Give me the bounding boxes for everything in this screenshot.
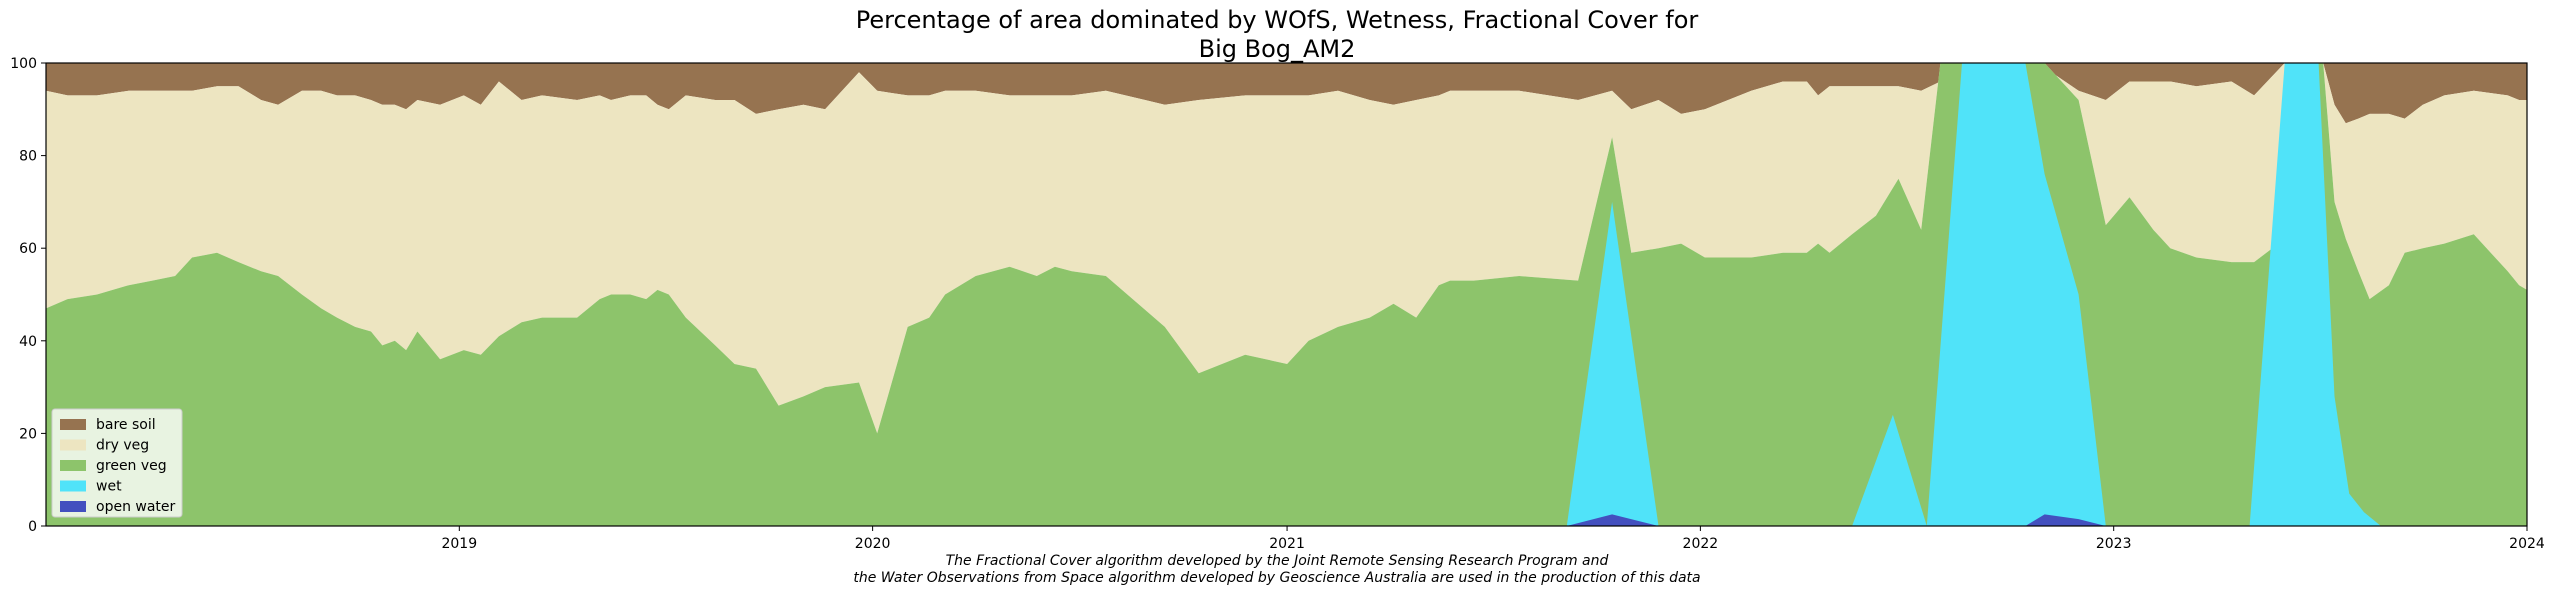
legend-swatch-green-veg <box>60 460 86 471</box>
caption-line-1: The Fractional Cover algorithm developed… <box>945 553 1609 569</box>
chart-title-line-1: Percentage of area dominated by WOfS, We… <box>855 6 1699 34</box>
legend-label-green-veg: green veg <box>96 458 167 474</box>
legend-swatch-bare-soil <box>60 419 86 430</box>
area-green-veg <box>46 63 2527 526</box>
area-open-water-2 <box>1852 514 2106 526</box>
y-tick-label-0: 0 <box>28 519 37 535</box>
x-tick-label-2022: 2022 <box>1683 536 1719 552</box>
chart-title: Percentage of area dominated by WOfS, We… <box>0 6 2554 64</box>
area-wet-3 <box>2249 63 2381 526</box>
y-tick-label-20: 20 <box>19 426 37 442</box>
y-tick-label-40: 40 <box>19 334 37 350</box>
legend-swatch-dry-veg <box>60 439 86 451</box>
legend-swatch-open-water <box>60 501 86 512</box>
x-tick-label-2024: 2024 <box>2509 536 2545 552</box>
chart-caption: The Fractional Cover algorithm developed… <box>0 553 2554 587</box>
y-axis: 0 20 40 60 80 100 <box>10 56 46 535</box>
x-tick-label-2021: 2021 <box>1269 536 1305 552</box>
legend: bare soil dry veg green veg wet open water <box>51 408 183 518</box>
x-tick-label-2019: 2019 <box>441 536 477 552</box>
legend-swatch-wet <box>60 480 86 492</box>
area-open-water-1 <box>1566 514 1659 526</box>
legend-label-dry-veg: dry veg <box>96 438 149 454</box>
area-bare-soil <box>46 63 2527 124</box>
area-dry-veg <box>46 63 2527 434</box>
y-tick-label-100: 100 <box>10 56 37 72</box>
plot-frame <box>45 62 2528 527</box>
legend-label-open-water: open water <box>96 499 176 515</box>
caption-line-2: the Water Observations from Space algori… <box>853 570 1701 586</box>
x-axis: 2019 2020 2021 2022 2023 2024 <box>441 526 2545 552</box>
legend-label-wet: wet <box>96 479 122 495</box>
plot-areas <box>46 63 2527 526</box>
y-tick-label-60: 60 <box>19 241 37 257</box>
chart-title-line-2: Big Bog_AM2 <box>1198 35 1356 63</box>
area-wet-2 <box>1852 63 2106 526</box>
x-tick-label-2020: 2020 <box>855 536 891 552</box>
x-tick-label-2023: 2023 <box>2096 536 2132 552</box>
legend-label-bare-soil: bare soil <box>96 417 156 433</box>
y-tick-label-80: 80 <box>19 149 37 165</box>
area-wet-1 <box>1566 201 1659 526</box>
